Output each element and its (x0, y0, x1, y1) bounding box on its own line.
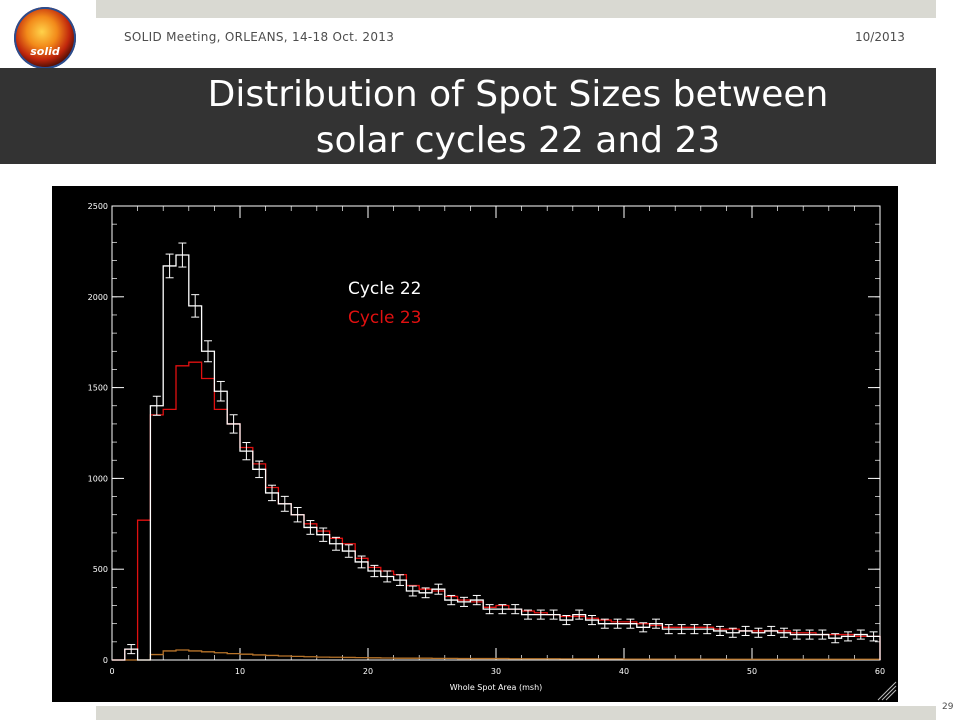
date-label: 10/2013 (855, 30, 905, 44)
y-tick-label: 500 (93, 565, 108, 574)
plot-frame (111, 205, 881, 661)
y-tick-label: 0 (103, 656, 108, 665)
x-tick-label: 20 (363, 667, 373, 676)
chart-legend: Cycle 22 Cycle 23 (348, 279, 422, 328)
resize-grip (877, 681, 897, 701)
meeting-label: SOLID Meeting, ORLEANS, 14-18 Oct. 2013 (124, 30, 395, 44)
x-tick-label: 30 (491, 667, 501, 676)
legend-entry: Cycle 23 (348, 308, 422, 328)
legend-entry: Cycle 22 (348, 279, 422, 299)
x-tick-label: 0 (109, 667, 114, 676)
chart-panel: 0 500 1000 1500 2000 2500 0 10 20 30 40 50 60 Whole S… (52, 186, 898, 702)
logo-text: solid (30, 45, 60, 58)
page-number: 29 (942, 702, 954, 712)
x-tick-label: 40 (619, 667, 629, 676)
solid-logo: solid (14, 7, 76, 69)
chart-series (112, 242, 881, 661)
y-tick-label: 2500 (88, 202, 108, 211)
resize-grip (885, 689, 897, 701)
title-line-2: solar cycles 22 and 23 (315, 120, 721, 161)
y-tick-label: 1000 (88, 474, 108, 483)
resize-grip (881, 685, 897, 701)
y-tick-label: 1500 (88, 384, 108, 393)
x-tick-label: 60 (875, 667, 885, 676)
header-strip (96, 0, 936, 18)
slide-title: Distribution of Spot Sizes between solar… (0, 72, 960, 164)
footer-strip (96, 706, 936, 720)
histogram-chart: 0 500 1000 1500 2000 2500 0 10 20 30 40 50 60 Whole S… (88, 202, 897, 701)
series-line-low (112, 649, 881, 661)
x-axis-label: Whole Spot Area (msh) (450, 683, 543, 692)
series-line-cycle-22 (112, 254, 881, 661)
x-tick-label: 50 (747, 667, 757, 676)
y-tick-label: 2000 (88, 293, 108, 302)
title-line-1: Distribution of Spot Sizes between (207, 74, 829, 115)
x-tick-label: 10 (235, 667, 245, 676)
title-bar: Distribution of Spot Sizes between solar… (0, 68, 936, 164)
chart-axes: 0 500 1000 1500 2000 2500 0 10 20 30 40 50 60 Whole S… (88, 202, 897, 701)
